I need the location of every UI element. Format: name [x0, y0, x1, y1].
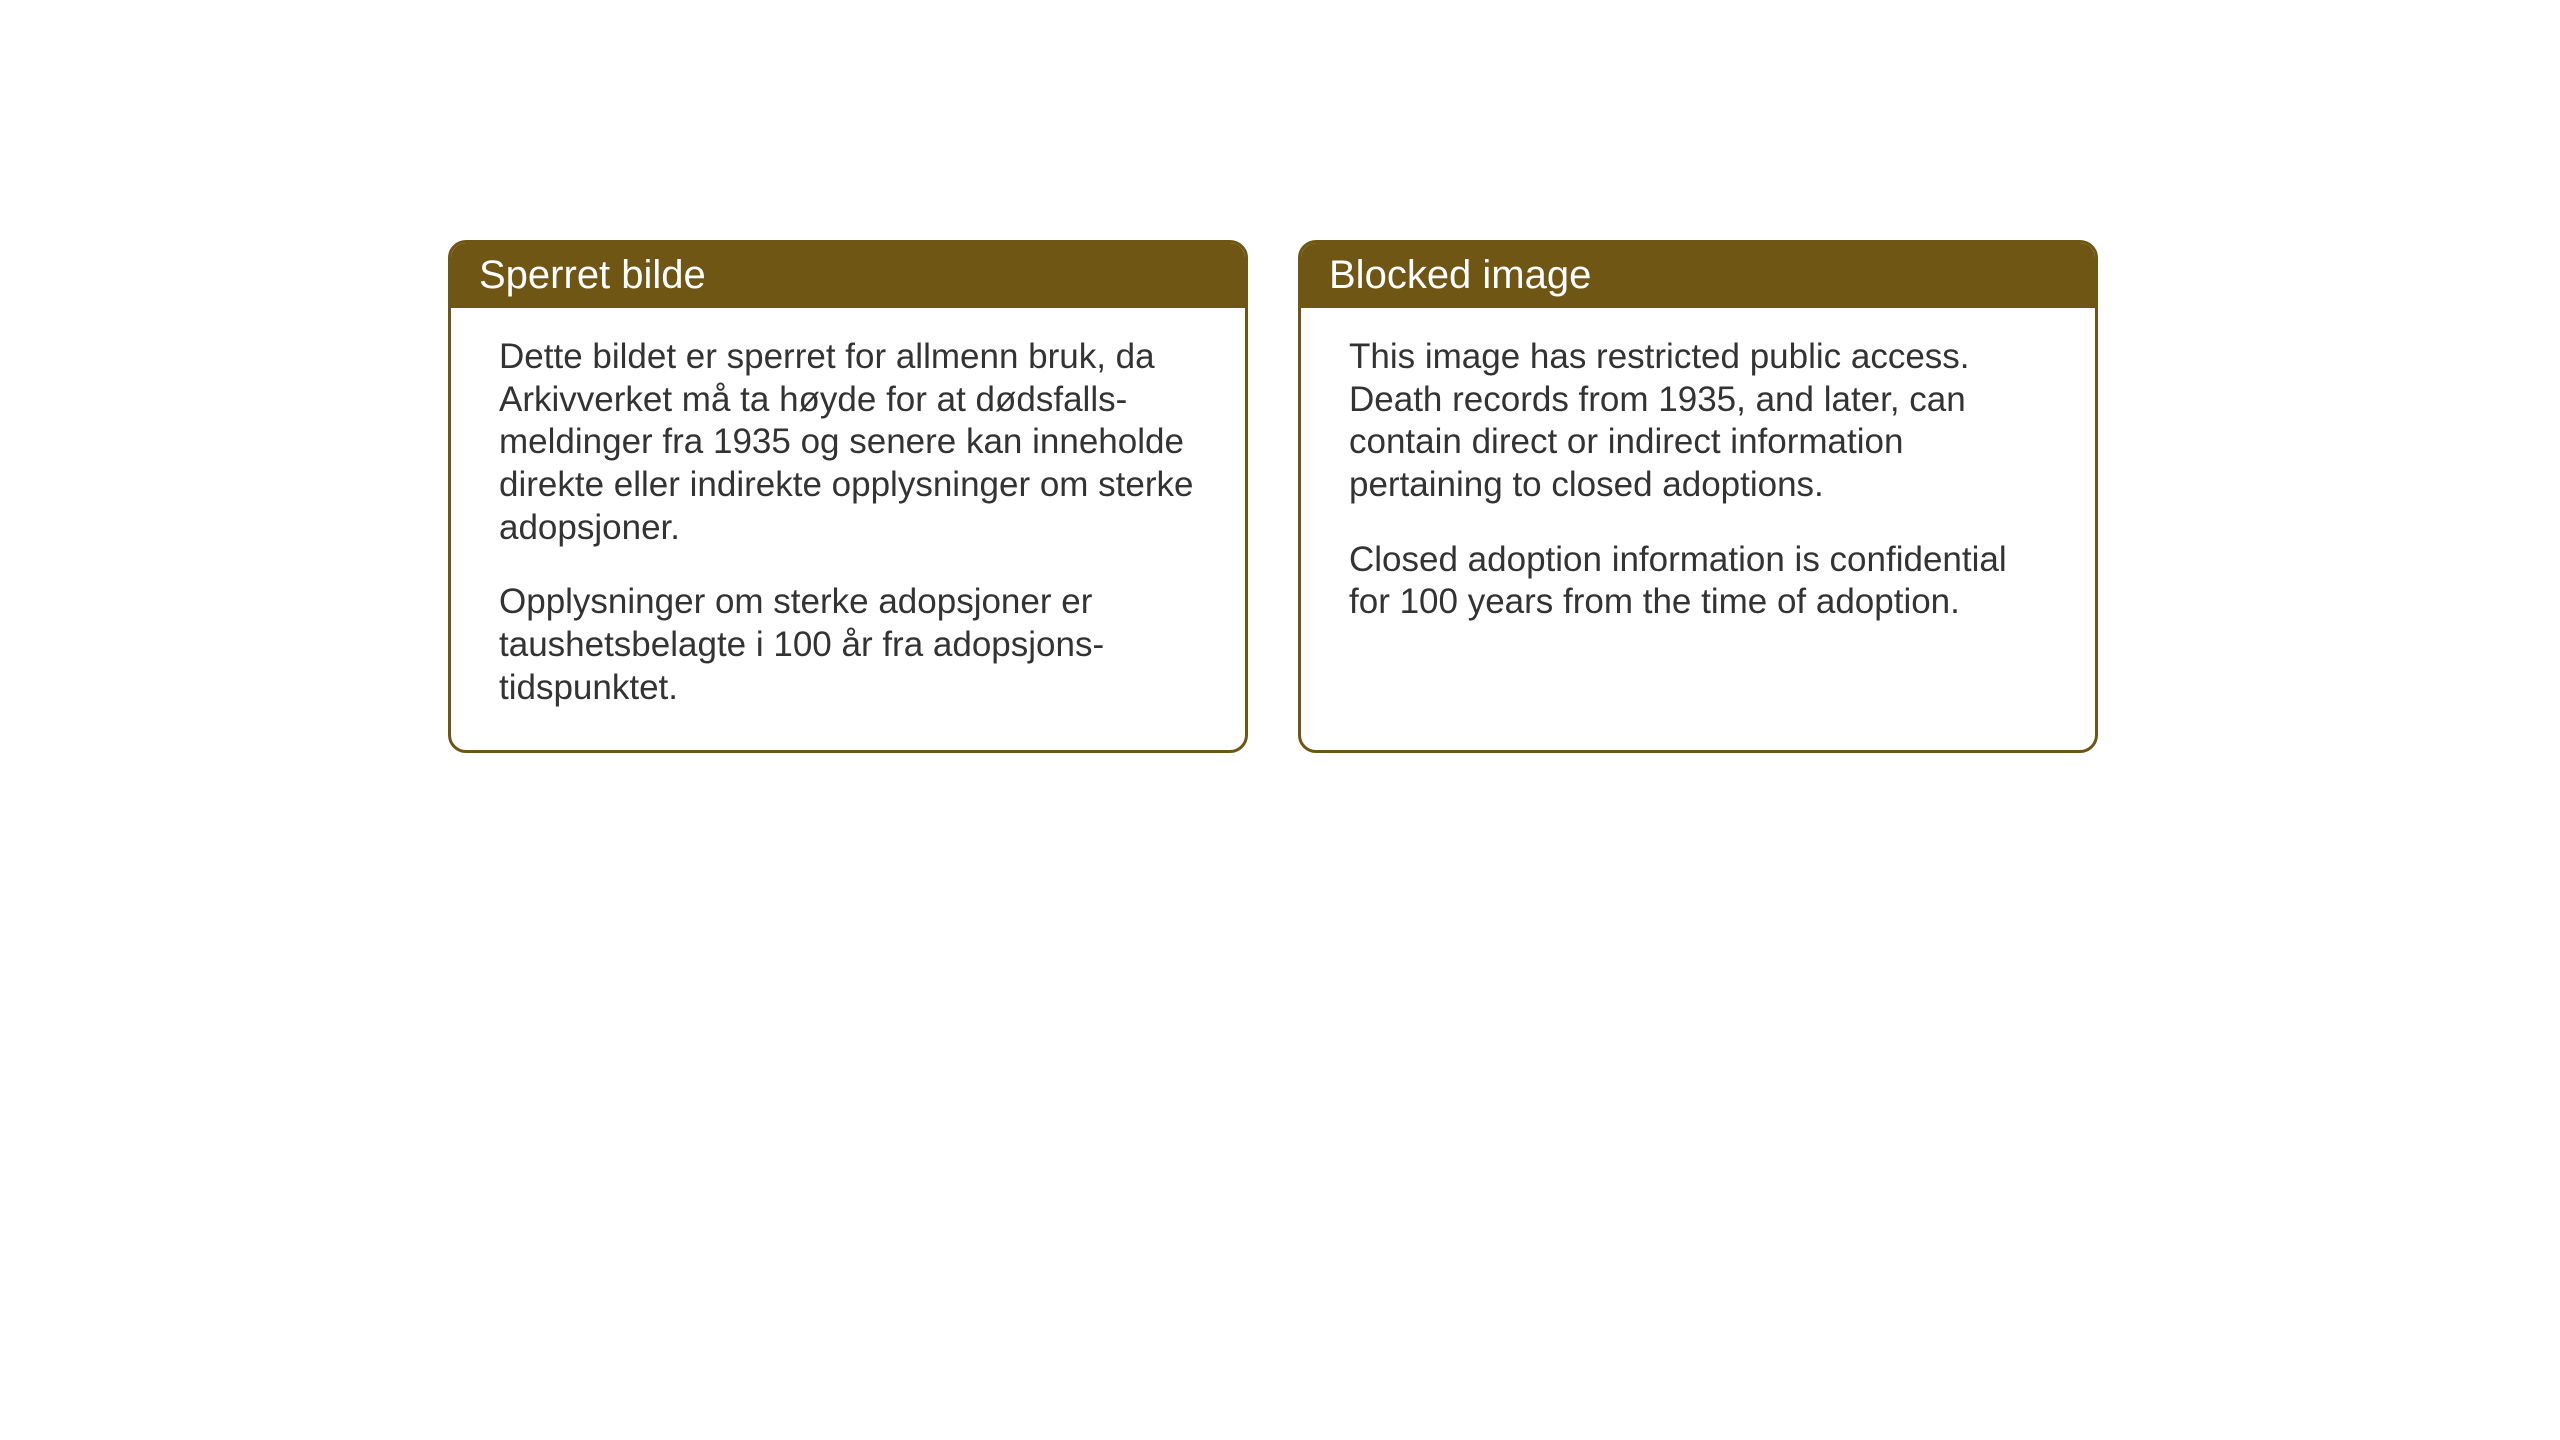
- norwegian-card: Sperret bilde Dette bildet er sperret fo…: [448, 240, 1248, 753]
- english-card: Blocked image This image has restricted …: [1298, 240, 2098, 753]
- english-paragraph-1: This image has restricted public access.…: [1349, 336, 2047, 507]
- cards-container: Sperret bilde Dette bildet er sperret fo…: [448, 240, 2098, 753]
- norwegian-card-body: Dette bildet er sperret for allmenn bruk…: [451, 308, 1245, 750]
- english-card-title: Blocked image: [1329, 253, 1591, 297]
- english-paragraph-2: Closed adoption information is confident…: [1349, 539, 2047, 624]
- norwegian-paragraph-2: Opplysninger om sterke adopsjoner er tau…: [499, 581, 1197, 709]
- norwegian-paragraph-1: Dette bildet er sperret for allmenn bruk…: [499, 336, 1197, 549]
- english-card-body: This image has restricted public access.…: [1301, 308, 2095, 664]
- norwegian-card-header: Sperret bilde: [451, 243, 1245, 308]
- norwegian-card-title: Sperret bilde: [479, 253, 706, 297]
- english-card-header: Blocked image: [1301, 243, 2095, 308]
